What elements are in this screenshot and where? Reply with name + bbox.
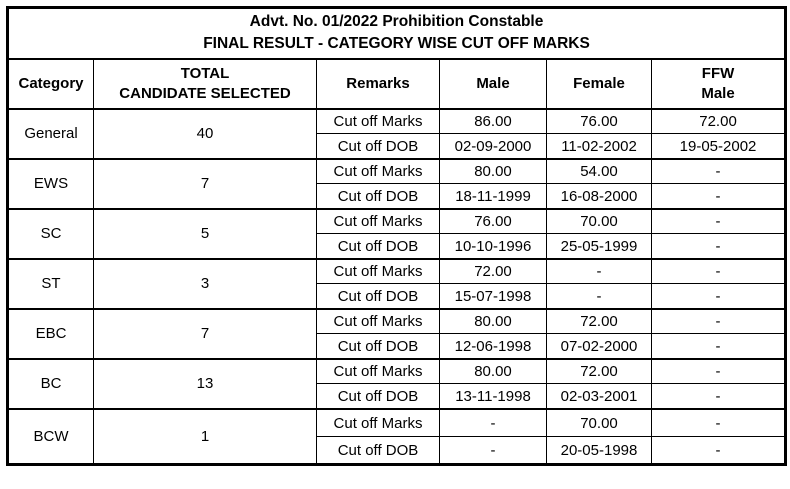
female-dob-cell: 25-05-1999: [546, 233, 652, 260]
female-dob-cell: 07-02-2000: [546, 333, 652, 360]
female-marks-cell: 70.00: [546, 207, 652, 235]
col-header-remarks: Remarks: [316, 58, 440, 110]
remarks-label: Cut off Marks: [316, 107, 440, 135]
table-row: BC 13 Cut off Marks 80.00 72.00 -: [7, 357, 787, 410]
male-marks-cell: 76.00: [439, 207, 547, 235]
total-selected-cell: 13: [93, 357, 317, 410]
male-marks-cell: 80.00: [439, 157, 547, 185]
male-dob-cell: 12-06-1998: [439, 333, 547, 360]
table-row: Cut off DOB 13-11-1998 02-03-2001 -: [8, 383, 787, 410]
ffw-marks-cell: -: [650, 307, 787, 335]
ffw-marks-cell: -: [650, 207, 787, 235]
category-cell: ST: [7, 257, 94, 310]
table-row: ST 3 Cut off Marks 72.00 - -: [7, 257, 787, 310]
ffw-marks-cell: -: [650, 357, 787, 385]
ffw-marks-cell: 72.00: [650, 107, 787, 135]
ffw-dob-cell: -: [650, 333, 787, 360]
ffw-marks-cell: -: [650, 257, 787, 285]
table-row: EWS 7 Cut off Marks 80.00 54.00 -: [7, 157, 787, 210]
col-header-female: Female: [546, 58, 652, 110]
ffw-dob-cell: -: [650, 183, 787, 210]
female-marks-cell: 70.00: [546, 407, 652, 438]
female-dob-cell: -: [546, 283, 652, 310]
male-marks-cell: -: [439, 407, 547, 438]
col-header-total: TOTAL CANDIDATE SELECTED: [93, 58, 317, 110]
ffw-dob-cell: -: [650, 383, 787, 410]
table-row: SC 5 Cut off Marks 76.00 70.00 -: [7, 207, 787, 260]
category-cell: SC: [7, 207, 94, 260]
table-row: BCW 1 Cut off Marks - 70.00 -: [7, 407, 787, 466]
remarks-label: Cut off DOB: [316, 183, 440, 210]
male-marks-cell: 80.00: [439, 307, 547, 335]
col-header-ffw-male: FFW Male: [650, 58, 787, 110]
female-marks-cell: 76.00: [546, 107, 652, 135]
female-dob-cell: 20-05-1998: [546, 436, 652, 466]
ffw-dob-cell: -: [650, 233, 787, 260]
col-header-male: Male: [439, 58, 547, 110]
category-cell: EWS: [7, 157, 94, 210]
female-marks-cell: 54.00: [546, 157, 652, 185]
category-cell: BCW: [7, 407, 94, 466]
cutoff-table: Advt. No. 01/2022 Prohibition Constable …: [6, 6, 788, 467]
male-dob-cell: 13-11-1998: [439, 383, 547, 410]
female-marks-cell: -: [546, 257, 652, 285]
ffw-dob-cell: 19-05-2002: [650, 133, 787, 160]
total-selected-cell: 3: [93, 257, 317, 310]
remarks-label: Cut off Marks: [316, 307, 440, 335]
male-dob-cell: 10-10-1996: [439, 233, 547, 260]
male-marks-cell: 80.00: [439, 357, 547, 385]
male-dob-cell: 15-07-1998: [439, 283, 547, 310]
table-row: Cut off DOB 18-11-1999 16-08-2000 -: [8, 183, 787, 210]
female-dob-cell: 02-03-2001: [546, 383, 652, 410]
total-selected-cell: 5: [93, 207, 317, 260]
male-dob-cell: 18-11-1999: [439, 183, 547, 210]
female-marks-cell: 72.00: [546, 307, 652, 335]
table-row: Cut off DOB - 20-05-1998 -: [8, 436, 787, 466]
table-row: Cut off DOB 10-10-1996 25-05-1999 -: [8, 233, 787, 260]
title-line-2: FINAL RESULT - CATEGORY WISE CUT OFF MAR…: [203, 35, 590, 53]
table-row: EBC 7 Cut off Marks 80.00 72.00 -: [7, 307, 787, 360]
remarks-label: Cut off DOB: [316, 133, 440, 160]
remarks-label: Cut off Marks: [316, 207, 440, 235]
title-line-1: Advt. No. 01/2022 Prohibition Constable: [249, 13, 544, 30]
category-cell: EBC: [7, 307, 94, 360]
table-row: Cut off DOB 12-06-1998 07-02-2000 -: [8, 333, 787, 360]
remarks-label: Cut off Marks: [316, 407, 440, 438]
table-row: Cut off DOB 02-09-2000 11-02-2002 19-05-…: [8, 133, 787, 160]
table-row: General 40 Cut off Marks 86.00 76.00 72.…: [7, 107, 787, 160]
remarks-label: Cut off DOB: [316, 233, 440, 260]
female-marks-cell: 72.00: [546, 357, 652, 385]
male-marks-cell: 86.00: [439, 107, 547, 135]
female-dob-cell: 16-08-2000: [546, 183, 652, 210]
col-header-category: Category: [7, 58, 94, 110]
remarks-label: Cut off DOB: [316, 436, 440, 466]
remarks-label: Cut off DOB: [316, 333, 440, 360]
remarks-label: Cut off DOB: [316, 383, 440, 410]
male-dob-cell: -: [439, 436, 547, 466]
total-selected-cell: 7: [93, 157, 317, 210]
remarks-label: Cut off DOB: [316, 283, 440, 310]
ffw-dob-cell: -: [650, 436, 787, 466]
category-cell: BC: [7, 357, 94, 410]
table-header-row: Category TOTAL CANDIDATE SELECTED Remark…: [7, 58, 787, 110]
total-selected-cell: 1: [93, 407, 317, 466]
total-selected-cell: 7: [93, 307, 317, 360]
male-dob-cell: 02-09-2000: [439, 133, 547, 160]
total-selected-cell: 40: [93, 107, 317, 160]
ffw-dob-cell: -: [650, 283, 787, 310]
table-title: Advt. No. 01/2022 Prohibition Constable …: [6, 6, 787, 60]
female-dob-cell: 11-02-2002: [546, 133, 652, 160]
ffw-marks-cell: -: [650, 407, 787, 438]
remarks-label: Cut off Marks: [316, 257, 440, 285]
ffw-marks-cell: -: [650, 157, 787, 185]
male-marks-cell: 72.00: [439, 257, 547, 285]
table-row: Advt. No. 01/2022 Prohibition Constable …: [6, 6, 787, 60]
remarks-label: Cut off Marks: [316, 357, 440, 385]
remarks-label: Cut off Marks: [316, 157, 440, 185]
category-cell: General: [7, 107, 94, 160]
